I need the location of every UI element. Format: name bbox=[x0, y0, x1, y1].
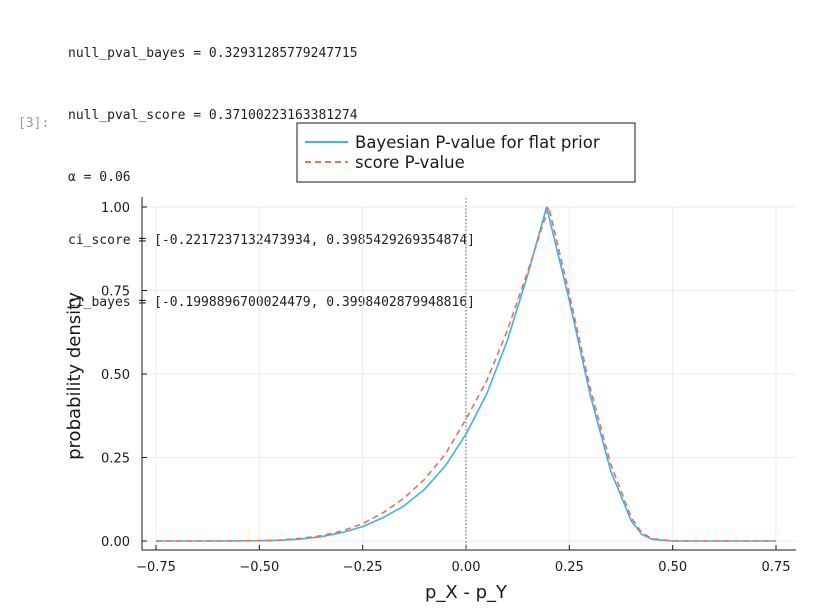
x-tick-label: 0.00 bbox=[452, 560, 481, 575]
y-tick-label: 0.50 bbox=[101, 368, 130, 383]
y-tick-label: 0.00 bbox=[101, 535, 130, 550]
series-line-bayesian bbox=[156, 206, 776, 542]
x-tick-label: −0.25 bbox=[343, 560, 383, 575]
legend-label-score: score P-value bbox=[355, 153, 465, 172]
output-line: α = 0.06 bbox=[68, 170, 131, 186]
series-line-score bbox=[156, 206, 776, 542]
series-lines bbox=[156, 206, 776, 542]
x-tick-label: −0.75 bbox=[136, 560, 176, 575]
cell-prompt: [3]: bbox=[18, 116, 50, 131]
output-line: ci_score = [-0.2217237132473934, 0.39854… bbox=[68, 232, 475, 248]
legend: Bayesian P-value for flat prior score P-… bbox=[296, 122, 636, 183]
x-tick-label: 0.25 bbox=[555, 560, 584, 575]
legend-box bbox=[296, 122, 636, 183]
x-axis-label: p_X - p_Y bbox=[425, 582, 508, 603]
y-tick-label: 1.00 bbox=[101, 201, 130, 216]
axis-ticks: −0.75 −0.50 −0.25 0.00 0.25 0.50 0.75 0.00 0.25 0… bbox=[101, 201, 790, 575]
grid bbox=[142, 206, 796, 550]
x-tick-label: 0.50 bbox=[658, 560, 687, 575]
legend-label-bayesian: Bayesian P-value for flat prior bbox=[355, 133, 600, 152]
cell-output: null_pval_bayes = 0.32931285779247715 nu… bbox=[68, 2, 475, 335]
y-tick-label: 0.75 bbox=[101, 285, 130, 300]
output-line: null_pval_bayes = 0.32931285779247715 bbox=[68, 45, 358, 61]
x-tick-label: −0.50 bbox=[239, 560, 279, 575]
output-line: null_pval_score = 0.37100223163381274 bbox=[68, 107, 358, 123]
y-axis-label: probability density bbox=[64, 292, 85, 460]
x-tick-label: 0.75 bbox=[762, 560, 791, 575]
y-tick-label: 0.25 bbox=[101, 452, 130, 467]
output-line: ci_bayes = [-0.1998896700024479, 0.39984… bbox=[68, 295, 475, 311]
